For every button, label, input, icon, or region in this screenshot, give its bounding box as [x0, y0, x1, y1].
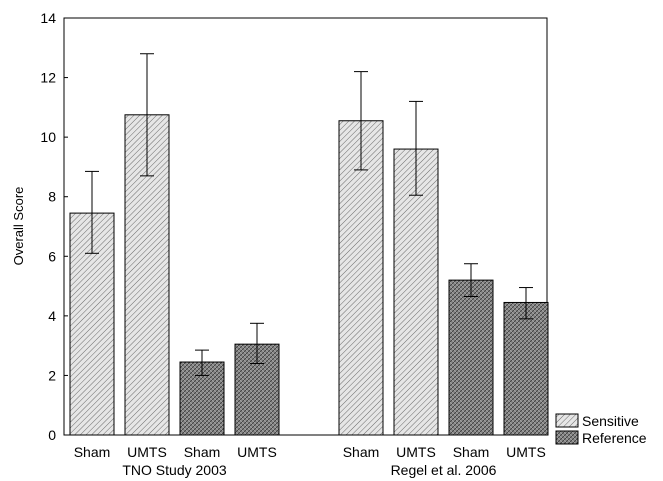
legend-label: Reference [582, 430, 647, 446]
x-tick-label: Sham [184, 444, 221, 460]
bar-reference-sham [448, 279, 494, 436]
x-tick-label: UMTS [396, 444, 436, 460]
error-bars-layer [85, 53, 533, 376]
x-tick-label: Sham [74, 444, 111, 460]
group-label: TNO Study 2003 [122, 462, 226, 478]
x-tick-label: UMTS [237, 444, 277, 460]
y-tick-label: 6 [48, 248, 56, 264]
legend-swatch-reference [555, 430, 579, 445]
bar-reference-umts [503, 301, 549, 436]
y-axis: 0 2 4 6 8 10 12 14 [40, 10, 68, 443]
y-tick-label: 8 [48, 189, 56, 205]
legend-label: Sensitive [582, 413, 639, 429]
y-tick-label: 10 [40, 129, 56, 145]
bar-sensitive-sham [69, 212, 115, 436]
bar-sensitive-umts [393, 148, 439, 436]
y-tick-label: 12 [40, 70, 56, 86]
y-axis-title: Overall Score [11, 187, 26, 266]
x-tick-label: Sham [343, 444, 380, 460]
x-tick-label: UMTS [506, 444, 546, 460]
plot-frame [63, 17, 548, 436]
y-tick-label: 14 [40, 10, 56, 26]
x-axis-labels: Sham UMTS Sham UMTS TNO Study 2003 Sham UMTS Sh… [74, 444, 546, 478]
bar-sensitive-sham [338, 120, 384, 436]
x-tick-label: Sham [453, 444, 490, 460]
bars-layer [69, 114, 549, 436]
legend-swatch-sensitive [555, 413, 579, 428]
x-tick-label: UMTS [127, 444, 167, 460]
group-label: Regel et al. 2006 [391, 462, 497, 478]
y-tick-label: 2 [48, 367, 56, 383]
y-tick-label: 4 [48, 308, 56, 324]
y-tick-label: 0 [48, 427, 56, 443]
bar-reference-sham [179, 361, 225, 436]
